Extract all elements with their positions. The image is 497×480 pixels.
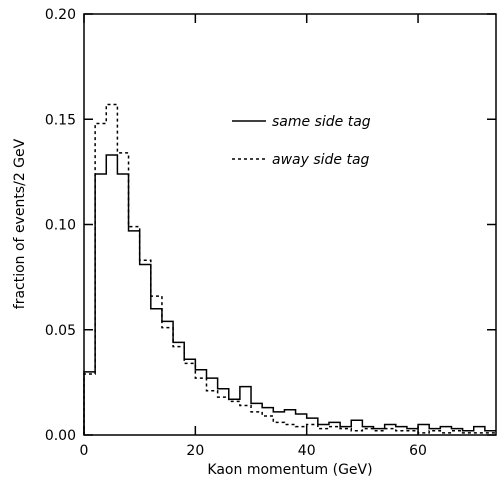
x-axis-label: Kaon momentum (GeV) bbox=[207, 462, 372, 478]
legend-label-away-side: away side tag bbox=[272, 152, 370, 168]
y-axis-ticks: 0.00 0.05 0.10 0.15 0.20 bbox=[45, 7, 496, 444]
y-tick-label: 0.00 bbox=[45, 428, 76, 444]
y-axis-label: fraction of events/2 GeV bbox=[12, 138, 28, 309]
x-tick-label: 0 bbox=[80, 443, 89, 459]
x-tick-label: 40 bbox=[298, 443, 316, 459]
series-line-away-side-tag bbox=[83, 103, 496, 435]
plot-frame bbox=[83, 13, 497, 436]
y-tick-label: 0.10 bbox=[45, 218, 76, 234]
y-tick-label: 0.20 bbox=[45, 7, 76, 23]
y-tick-label: 0.05 bbox=[45, 323, 76, 339]
x-axis-ticks: 0 20 40 60 bbox=[80, 14, 427, 459]
x-tick-label: 60 bbox=[409, 443, 427, 459]
x-tick-label: 20 bbox=[186, 443, 204, 459]
y-tick-label: 0.15 bbox=[45, 112, 76, 128]
series-layer bbox=[83, 103, 496, 435]
legend: same side tag away side tag bbox=[232, 114, 371, 168]
series-line-same-side-tag bbox=[83, 154, 496, 435]
legend-label-same-side: same side tag bbox=[272, 114, 371, 130]
